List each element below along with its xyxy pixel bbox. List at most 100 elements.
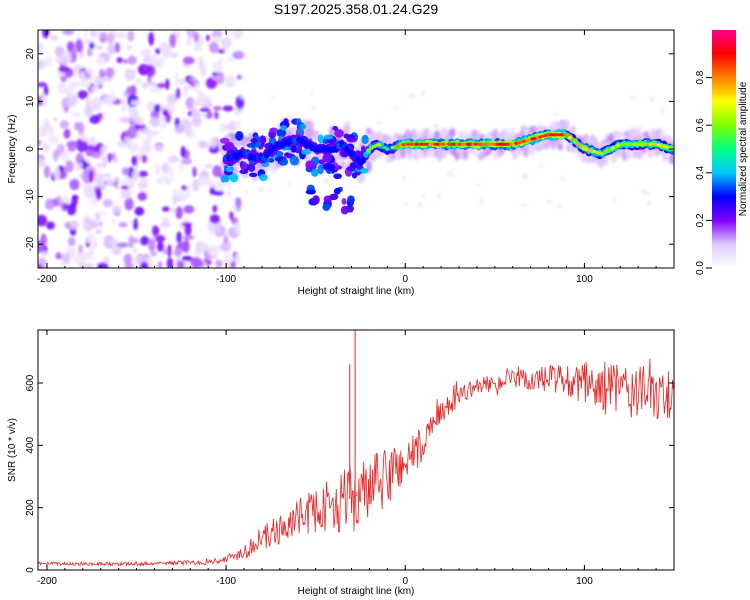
noise-blob [182, 235, 195, 241]
cluster-blob [219, 137, 230, 144]
haze-blob [458, 130, 465, 140]
noise-blob [232, 120, 242, 129]
noise-blob [176, 231, 182, 244]
noise-blob [124, 197, 134, 211]
noise-blob [78, 251, 90, 261]
noise-blob [641, 188, 646, 196]
noise-blob [309, 91, 314, 96]
noise-blob [69, 219, 80, 230]
cluster-blob [229, 173, 239, 183]
haze-blob [344, 122, 351, 134]
noise-blob [243, 190, 249, 195]
noise-blob [146, 65, 156, 77]
cluster-blob [317, 134, 324, 144]
colorbar-gradient [712, 30, 736, 268]
noise-blob [174, 195, 186, 203]
noise-blob [222, 105, 234, 112]
haze-blob [612, 129, 619, 140]
noise-blob [224, 75, 236, 88]
noise-blob [127, 125, 138, 139]
colorbar-ticks: 0.0 0.2 0.4 0.6 0.8 [695, 70, 712, 275]
noise-blob [223, 234, 228, 244]
trace-mid [349, 150, 356, 157]
noise-blob [175, 206, 183, 220]
noise-blob [83, 184, 95, 199]
haze-blob [522, 125, 529, 137]
trace-core [565, 133, 570, 138]
snr-frame [37, 329, 675, 571]
noise-blob [137, 181, 149, 189]
snr-series-line [38, 358, 674, 567]
noise-blob [131, 171, 140, 181]
noise-blob [60, 149, 70, 163]
colorbar-tick-label: 0.0 [695, 261, 706, 275]
noise-blob [128, 235, 134, 249]
noise-blob [181, 157, 193, 165]
noise-blob [192, 101, 200, 107]
noise-blob [127, 30, 135, 42]
colorbar: 0.0 0.2 0.4 0.6 0.8 Normalized spectral ampl… [695, 30, 749, 275]
noise-blob [169, 170, 174, 184]
noise-blob [141, 49, 150, 57]
noise-blob [184, 224, 192, 236]
noise-blob [191, 179, 200, 192]
noise-blob [110, 217, 116, 226]
haze-blob [557, 142, 564, 151]
noise-blob [213, 221, 222, 234]
noise-blob [151, 129, 160, 136]
noise-blob [59, 195, 71, 206]
noise-blob [40, 250, 49, 257]
noise-blob [154, 163, 161, 175]
haze-blob [563, 121, 570, 130]
colorbar-label: Normalized spectral amplitude [738, 81, 749, 216]
noise-blob [402, 175, 406, 182]
noise-blob [205, 163, 213, 169]
noise-blob [154, 57, 166, 62]
chart-title: S197.2025.358.01.24.G29 [274, 1, 438, 17]
cluster-blob [360, 167, 369, 174]
noise-blob [521, 172, 529, 180]
spectrogram-xlabel: Height of straight line (km) [298, 286, 415, 297]
noise-blob [169, 33, 177, 48]
y-tick-label: -10 [25, 189, 36, 204]
snr-panel: -200 -100 0 100 0 200 400 600 Height of straig… [7, 329, 675, 597]
noise-blob [127, 55, 137, 65]
noise-blob [147, 81, 158, 87]
haze-blob [617, 131, 624, 139]
noise-blob [215, 259, 223, 268]
noise-blob [156, 178, 163, 185]
trace-core [377, 143, 382, 147]
noise-blob [115, 32, 127, 39]
noise-blob [127, 44, 132, 51]
noise-blob [185, 37, 193, 46]
noise-blob [209, 136, 218, 149]
noise-blob [421, 193, 426, 199]
snr-y-ticks: 0 200 400 600 [25, 374, 674, 573]
noise-blob [206, 111, 213, 119]
noise-blob [508, 127, 515, 131]
noise-blob [105, 178, 115, 187]
noise-blob [163, 248, 168, 256]
trace-mid [360, 156, 366, 164]
noise-blob [159, 222, 171, 228]
haze-blob [395, 153, 402, 161]
colorbar-tick-label: 0.2 [695, 213, 706, 227]
noise-blob [96, 179, 103, 185]
noise-blob [114, 42, 120, 54]
noise-blob [392, 106, 398, 110]
noise-blob [77, 133, 89, 141]
noise-blob [421, 89, 426, 97]
noise-blob [270, 95, 275, 99]
noise-blob [83, 30, 88, 38]
noise-blob [119, 180, 129, 185]
noise-blob [209, 41, 219, 54]
cluster-blob [334, 129, 344, 138]
noise-blob [212, 165, 223, 178]
noise-blob [38, 41, 44, 54]
noise-blob [97, 262, 109, 268]
noise-blob [155, 47, 161, 55]
noise-blob [174, 72, 179, 85]
noise-blob [148, 238, 156, 252]
spectrogram-x-ticks: -200 -100 0 100 [37, 30, 675, 285]
noise-blob [212, 35, 224, 43]
